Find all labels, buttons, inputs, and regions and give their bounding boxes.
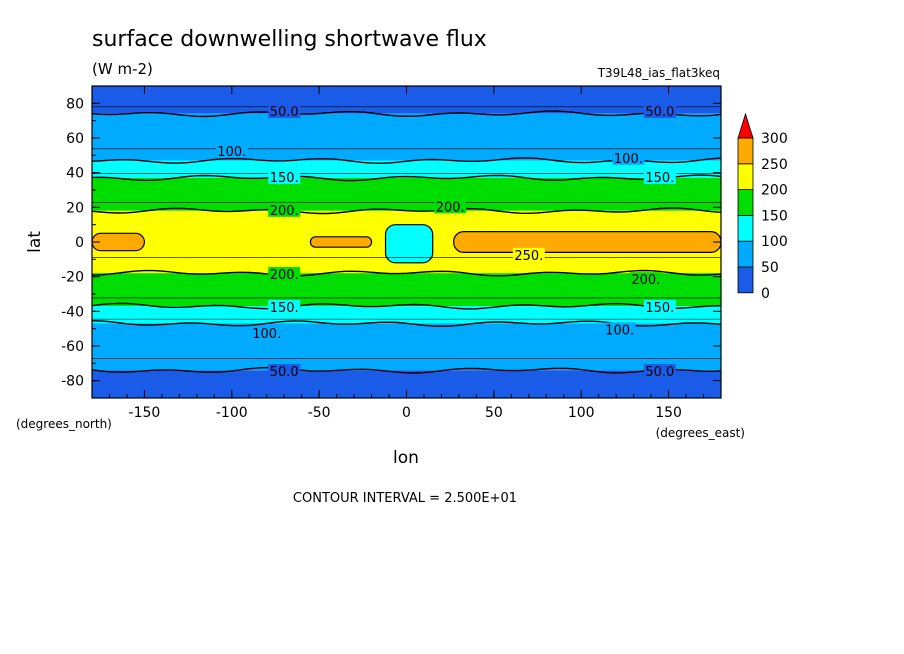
- legend-label: 200: [761, 183, 788, 199]
- legend-label: 100: [761, 234, 788, 250]
- contour-label: 150.: [268, 299, 301, 316]
- contour-label: 200.: [629, 272, 662, 288]
- svg-text:50.0: 50.0: [645, 365, 674, 380]
- contour-label: 150.: [268, 169, 301, 186]
- contour-label: 200.: [268, 202, 301, 219]
- svg-text:100.: 100.: [252, 327, 281, 342]
- contour-line: [92, 207, 721, 215]
- svg-text:250.: 250.: [514, 249, 543, 264]
- contour-label: 200.: [268, 266, 301, 283]
- legend-label: 0: [761, 286, 770, 302]
- contour-line: [92, 110, 721, 118]
- svg-text:200.: 200.: [436, 200, 465, 215]
- x-tick-label: 50: [485, 405, 503, 421]
- svg-text:50.0: 50.0: [645, 105, 674, 120]
- legend-swatch: [737, 214, 754, 242]
- x-tick-label: 0: [402, 405, 411, 421]
- y-tick-label: 40: [66, 166, 84, 182]
- svg-text:200.: 200.: [631, 273, 660, 288]
- y-tick-label: -80: [61, 374, 84, 390]
- legend-swatch: [737, 163, 754, 191]
- contour-interval-label: CONTOUR INTERVAL = 2.500E+01: [293, 491, 517, 506]
- y-tick-label: -60: [61, 339, 84, 355]
- svg-text:150.: 150.: [645, 301, 674, 316]
- contour-label: 150.: [643, 169, 676, 186]
- legend-swatch: [737, 189, 754, 216]
- flux-region: [453, 231, 721, 253]
- svg-text:200.: 200.: [270, 268, 299, 283]
- svg-text:100.: 100.: [614, 152, 643, 167]
- chart-title: surface downwelling shortwave flux: [92, 27, 487, 52]
- contour-label: 50.0: [268, 104, 301, 120]
- y-tick-label: 80: [66, 96, 84, 112]
- legend-swatch: [737, 137, 754, 165]
- svg-text:50.0: 50.0: [270, 105, 299, 120]
- zonal-band: [92, 273, 721, 307]
- flux-region: [92, 232, 146, 252]
- legend-swatch: [737, 240, 754, 268]
- svg-text:50.0: 50.0: [270, 365, 299, 380]
- x-tick-label: -50: [308, 405, 331, 421]
- y-tick-label: -40: [61, 304, 84, 320]
- y-axis-units: (degrees_north): [16, 417, 112, 431]
- contour-line: [92, 269, 721, 277]
- color-legend: 0 50 100 150 200 250 300: [737, 112, 788, 302]
- x-axis: -150 -100 -50 0 50 100 150: [108, 86, 705, 421]
- contour-label: 100.: [612, 150, 645, 167]
- y-tick-label: -20: [61, 270, 84, 286]
- y-tick-label: 20: [66, 200, 84, 216]
- svg-text:100.: 100.: [217, 145, 246, 160]
- flux-region: [309, 236, 373, 248]
- contour-label: 250.: [512, 247, 545, 264]
- dataset-label: T39L48_ias_flat3keq: [597, 66, 720, 80]
- legend-overflow-arrow: [737, 112, 754, 139]
- legend-swatch: [737, 266, 754, 294]
- x-tick-label: 150: [655, 405, 682, 421]
- legend-label: 300: [761, 131, 788, 147]
- contour-line: [92, 366, 721, 374]
- svg-text:200.: 200.: [270, 204, 299, 219]
- contour-label: 150.: [643, 299, 676, 316]
- svg-text:150.: 150.: [270, 171, 299, 186]
- contour-label: 100.: [250, 325, 283, 342]
- contour-label: 50.0: [268, 364, 301, 380]
- contour-label: 50.0: [643, 104, 676, 120]
- flux-region: [384, 224, 434, 264]
- zonal-band: [92, 306, 721, 324]
- contour-label: 50.0: [643, 364, 676, 380]
- units-label: (W m-2): [92, 60, 153, 78]
- y-axis: 80 60 40 20 0 -20 -40 -60 -80: [61, 96, 721, 390]
- legend-label: 250: [761, 157, 788, 173]
- y-tick-label: 0: [75, 235, 84, 251]
- x-tick-label: -100: [216, 405, 248, 421]
- legend-label: 150: [761, 208, 788, 224]
- contour-line: [92, 174, 721, 182]
- contour-label: 100.: [215, 143, 248, 160]
- x-axis-units: (degrees_east): [656, 426, 745, 440]
- x-tick-label: 100: [568, 405, 595, 421]
- contour-line: [92, 302, 721, 310]
- x-axis-label: lon: [393, 448, 419, 468]
- svg-text:100.: 100.: [605, 323, 634, 338]
- legend-label: 50: [761, 260, 779, 276]
- contour-label: 200.: [434, 199, 467, 215]
- zonal-band: [92, 177, 721, 211]
- y-tick-label: 60: [66, 131, 84, 147]
- x-tick-label: -150: [129, 405, 161, 421]
- y-axis-label: lat: [25, 231, 45, 253]
- svg-text:150.: 150.: [270, 301, 299, 316]
- contour-label: 100.: [603, 322, 636, 338]
- svg-text:150.: 150.: [645, 171, 674, 186]
